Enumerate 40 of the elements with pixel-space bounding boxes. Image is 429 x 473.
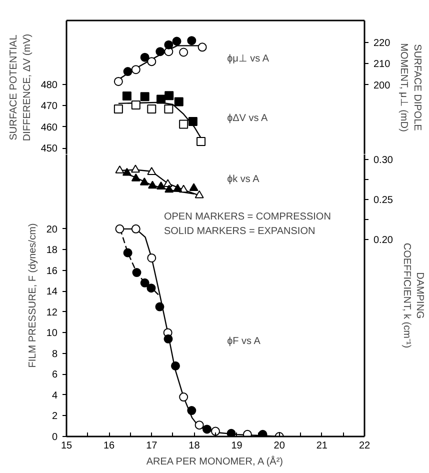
x-tick-label: 16	[104, 440, 116, 452]
y-tick-label: 460	[40, 122, 58, 134]
y-tick-label: 0	[52, 432, 58, 443]
y-tick-label: 450	[40, 144, 58, 155]
x-tick-label: 18	[188, 440, 200, 452]
annotation: OPEN MARKERS = COMPRESSION	[164, 212, 331, 223]
y2-axis-title: SURFACE DIPOLE MOMENT, μ⊥ (mD)	[398, 43, 422, 132]
x-tick-label: 22	[358, 440, 370, 452]
y-tick-label: 14	[46, 286, 58, 298]
y-tick-label: 8	[52, 348, 58, 360]
y-tick-label: 18	[46, 245, 58, 256]
annotation: ɸΔV vs A	[227, 113, 268, 124]
y2-tick-label: 220	[374, 38, 391, 50]
y-tick-label: 470	[40, 101, 58, 112]
x-tick-label: 17	[146, 440, 158, 452]
y2-tick-label: 0.30	[374, 154, 394, 166]
annotation: SOLID MARKERS = EXPANSION	[164, 226, 316, 237]
x-tick-label: 15	[60, 440, 72, 452]
y2-tick-label: 0.20	[374, 235, 394, 246]
x-tick-label: 20	[274, 440, 286, 452]
x-tick-label: 19	[231, 440, 243, 452]
y-tick-label: 480	[40, 80, 58, 91]
y-tick-label: 6	[52, 370, 58, 381]
y2-tick-label: 0.25	[374, 194, 394, 206]
y-tick-label: 10	[46, 328, 58, 340]
annotation: ɸF vs A	[227, 336, 261, 348]
y-tick-label: 12	[46, 307, 58, 318]
annotation: ɸk vs A	[227, 174, 260, 185]
x-axis-title: AREA PER MONOMER, A (Å²)	[146, 456, 284, 468]
y2-tick-label: 210	[374, 59, 391, 70]
annotation: ɸμ⊥ vs A	[227, 54, 270, 65]
y2-tick-label: 200	[374, 80, 391, 92]
y2-axis-title: DAMPING COEFFICIENT, k (cm⁻¹)	[400, 242, 426, 348]
y-tick-label: 4	[52, 390, 58, 402]
y-tick-label: 2	[52, 411, 58, 422]
y-tick-label: 20	[46, 224, 58, 236]
y-axis-title: FILM PRESSURE, F (dynes/cm)	[27, 223, 38, 368]
x-tick-label: 21	[316, 440, 328, 452]
y-tick-label: 16	[46, 266, 58, 277]
y-axis-title: SURFACE POTENTIAL DIFFERENCE, ΔV (mV)	[8, 34, 33, 142]
